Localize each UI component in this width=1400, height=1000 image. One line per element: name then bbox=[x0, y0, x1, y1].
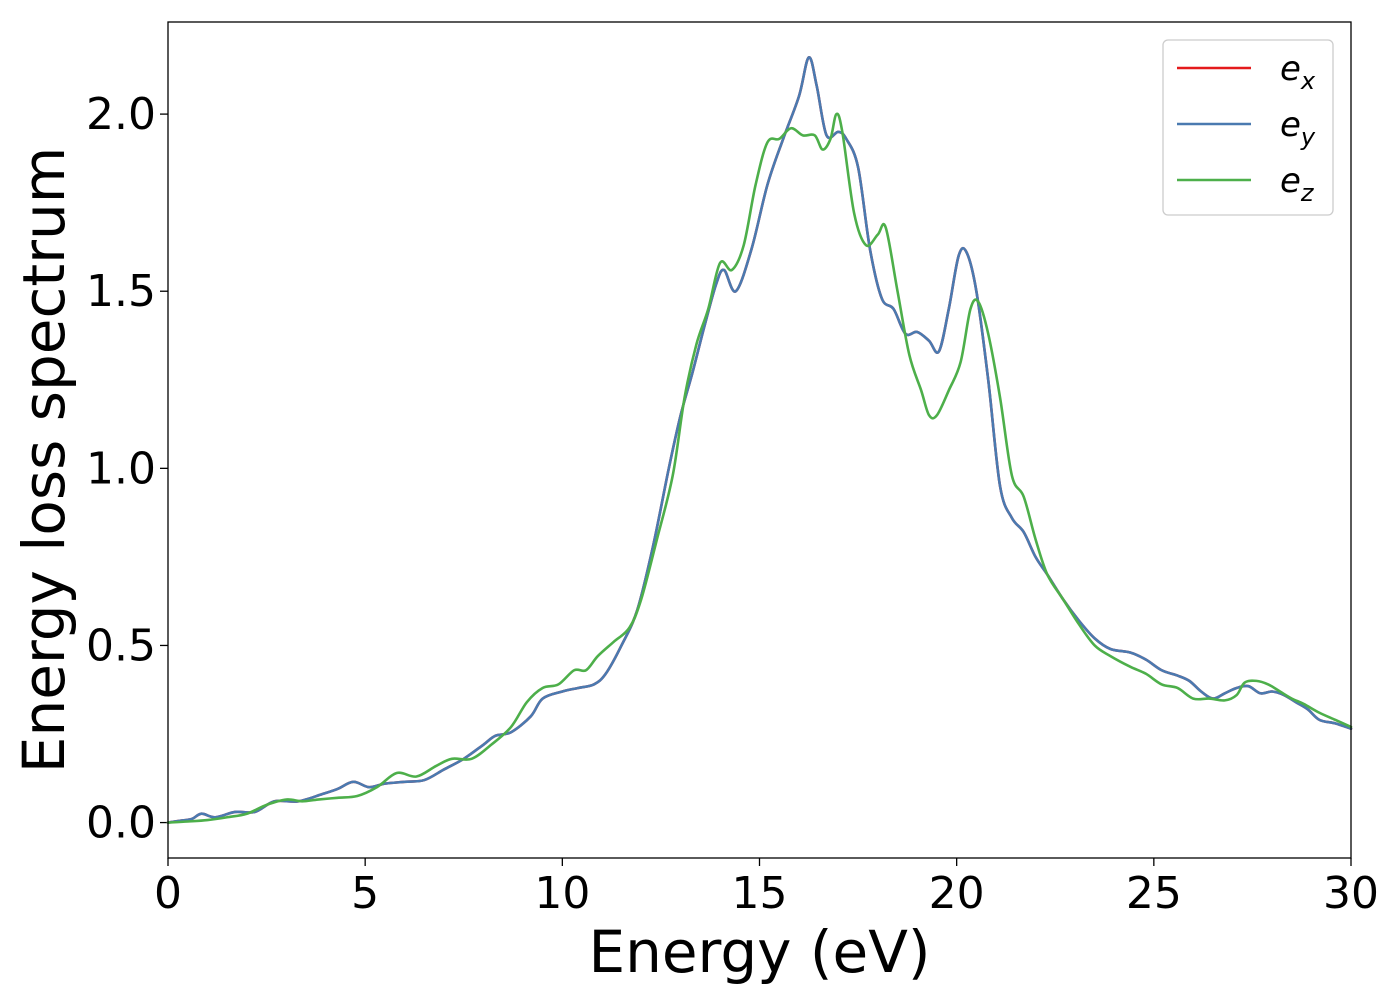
x-tick-label: 30 bbox=[1323, 868, 1379, 919]
y-axis-ticks: 0.0 0.5 1.0 1.5 2.0 bbox=[86, 89, 168, 849]
legend-box bbox=[1162, 39, 1334, 216]
x-axis-title: Energy (eV) bbox=[588, 918, 930, 986]
x-axis-ticks: 0 5 10 15 20 25 30 bbox=[154, 858, 1379, 919]
y-tick-label: 0.5 bbox=[86, 620, 156, 671]
y-tick-label: 2.0 bbox=[86, 89, 156, 140]
legend-label-x: ex bbox=[1280, 49, 1316, 95]
legend-label-z: ez bbox=[1280, 161, 1315, 207]
x-tick-label: 0 bbox=[154, 868, 182, 919]
y-tick-label: 1.5 bbox=[86, 266, 156, 317]
x-tick-label: 25 bbox=[1126, 868, 1182, 919]
y-axis-title: Energy loss spectrum bbox=[10, 147, 78, 773]
legend: ex ey ez bbox=[1162, 39, 1334, 216]
series-line-z bbox=[166, 112, 1353, 824]
y-tick-label: 1.0 bbox=[86, 443, 156, 494]
x-tick-label: 15 bbox=[732, 868, 788, 919]
x-tick-label: 10 bbox=[534, 868, 590, 919]
x-tick-label: 20 bbox=[929, 868, 985, 919]
series-layer bbox=[166, 56, 1353, 824]
x-tick-label: 5 bbox=[351, 868, 379, 919]
y-tick-label: 0.0 bbox=[86, 798, 156, 849]
series-line-y bbox=[166, 56, 1353, 824]
plot-frame bbox=[167, 21, 1352, 859]
legend-label-y: ey bbox=[1280, 105, 1316, 151]
